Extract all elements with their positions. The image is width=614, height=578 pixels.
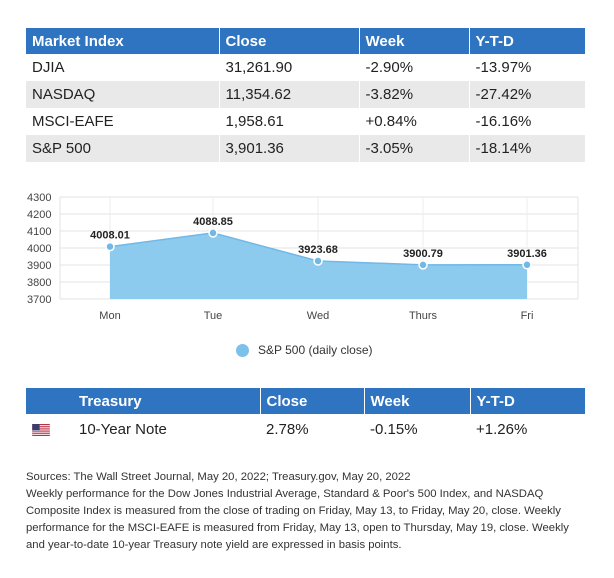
header-flag-col xyxy=(26,388,73,414)
y-tick-label: 3900 xyxy=(27,260,51,272)
data-label: 3900.79 xyxy=(403,248,443,260)
treasury-table-header: Treasury Close Week Y-T-D xyxy=(26,388,585,414)
week-change: -3.05% xyxy=(359,135,470,162)
data-point xyxy=(522,260,532,270)
chart-legend: S&P 500 (daily close) xyxy=(236,341,373,359)
data-label: 3923.68 xyxy=(298,244,338,256)
header-ytd: Y-T-D xyxy=(469,28,585,54)
y-tick-label: 4100 xyxy=(27,226,51,238)
market-table-header: Market Index Close Week Y-T-D xyxy=(26,28,585,54)
ytd-change: -27.42% xyxy=(469,81,585,108)
flag-cell xyxy=(26,414,73,444)
header-treasury: Treasury xyxy=(73,388,261,414)
footnotes: Sources: The Wall Street Journal, May 20… xyxy=(26,469,586,554)
series-area xyxy=(110,232,527,299)
close-value: 31,261.90 xyxy=(219,54,360,81)
week-change: +0.84% xyxy=(359,108,470,135)
y-tick-label: 3700 xyxy=(27,294,51,306)
legend-label: S&P 500 (daily close) xyxy=(258,343,373,357)
data-point xyxy=(105,241,115,252)
table-row: MSCI-EAFE 1,958.61 +0.84% -16.16% xyxy=(26,108,585,135)
x-tick-label: Wed xyxy=(307,310,329,322)
ytd-change: -18.14% xyxy=(469,135,585,162)
table-row: DJIA 31,261.90 -2.90% -13.97% xyxy=(26,54,585,81)
index-name: MSCI-EAFE xyxy=(26,108,220,135)
index-name: S&P 500 xyxy=(26,135,220,162)
data-point xyxy=(208,228,218,238)
header-ytd: Y-T-D xyxy=(470,388,585,414)
data-point xyxy=(313,256,323,266)
ytd-change: -13.97% xyxy=(469,54,585,81)
table-row: S&P 500 3,901.36 -3.05% -18.14% xyxy=(26,135,585,162)
legend-swatch xyxy=(236,343,249,357)
sp500-area-chart: 4300 4200 4100 4000 3900 3800 3700 4008.01 4088.… xyxy=(27,192,579,322)
header-close: Close xyxy=(219,28,360,54)
ytd-change: -16.16% xyxy=(469,108,585,135)
x-tick-label: Thurs xyxy=(409,310,438,322)
index-name: DJIA xyxy=(26,54,220,81)
data-label: 3901.36 xyxy=(507,248,547,260)
table-row: 10-Year Note 2.78% -0.15% +1.26% xyxy=(26,414,585,444)
index-name: NASDAQ xyxy=(26,81,220,108)
week-change: -3.82% xyxy=(359,81,470,108)
close-value: 2.78% xyxy=(266,420,309,438)
x-tick-label: Fri xyxy=(521,310,534,322)
treasury-table: Treasury Close Week Y-T-D 10-Year Note xyxy=(26,388,585,444)
y-tick-label: 4000 xyxy=(27,243,51,255)
market-index-table: Market Index Close Week Y-T-D DJIA 31,26… xyxy=(26,28,585,162)
header-market-index: Market Index xyxy=(26,28,220,54)
close-value: 11,354.62 xyxy=(219,81,360,108)
week-change: -0.15% xyxy=(370,420,418,438)
week-change: -2.90% xyxy=(359,54,470,81)
data-label: 4008.01 xyxy=(90,230,130,242)
header-close: Close xyxy=(260,388,365,414)
x-tick-label: Tue xyxy=(204,310,223,322)
y-tick-label: 3800 xyxy=(27,277,51,289)
close-value: 1,958.61 xyxy=(219,108,360,135)
close-value: 3,901.36 xyxy=(219,135,360,162)
methodology-note: Weekly performance for the Dow Jones Ind… xyxy=(26,488,569,551)
header-week: Week xyxy=(364,388,471,414)
data-label: 4088.85 xyxy=(193,216,233,228)
data-point xyxy=(418,260,428,270)
y-tick-label: 4300 xyxy=(27,192,51,204)
x-tick-label: Mon xyxy=(99,310,120,322)
header-week: Week xyxy=(359,28,470,54)
us-flag-icon xyxy=(32,423,50,436)
sources-note: Sources: The Wall Street Journal, May 20… xyxy=(26,471,411,483)
y-tick-label: 4200 xyxy=(27,209,51,221)
treasury-name: 10-Year Note xyxy=(79,420,167,438)
table-row: NASDAQ 11,354.62 -3.82% -27.42% xyxy=(26,81,585,108)
ytd-change: +1.26% xyxy=(476,420,528,438)
